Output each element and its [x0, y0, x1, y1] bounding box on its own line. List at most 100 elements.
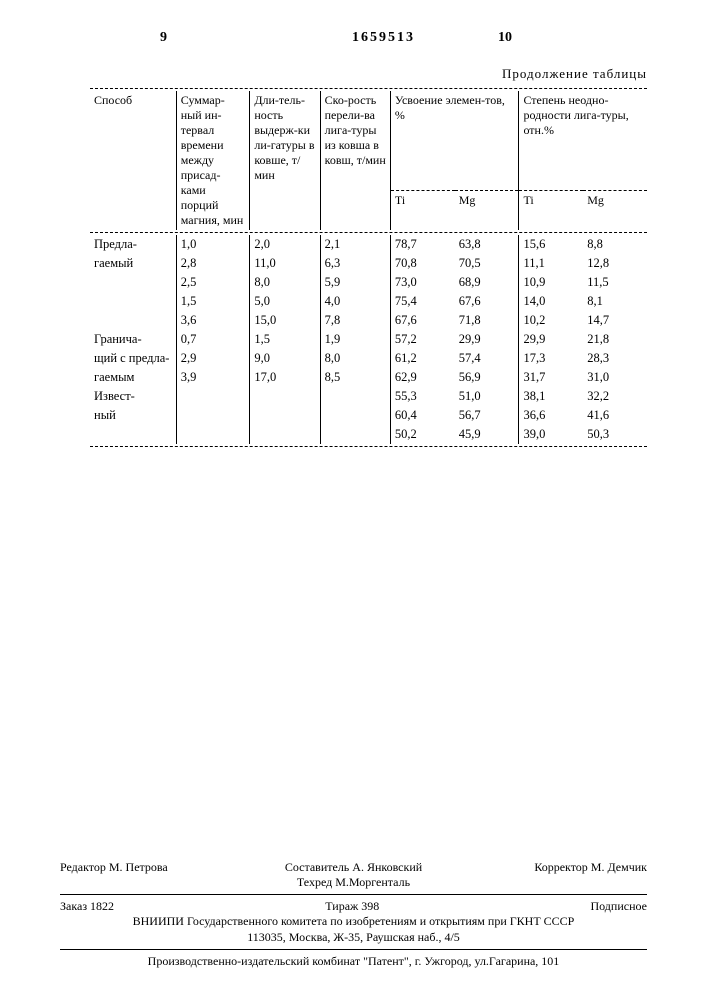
org-line1: ВНИИПИ Государственного комитета по изоб…	[60, 914, 647, 930]
table-cell: 41,6	[583, 406, 647, 425]
table-row: 1,55,04,075,467,614,08,1	[90, 292, 647, 311]
table-cell: 55,3	[390, 387, 454, 406]
data-table: Способ Суммар-ный ин-тервал времени межд…	[90, 91, 647, 449]
table-row: Гранича-0,71,51,957,229,929,921,8	[90, 330, 647, 349]
table-cell: 5,0	[250, 292, 320, 311]
table-cell: 61,2	[390, 349, 454, 368]
col-subheader: Ti	[390, 191, 454, 230]
table-cell: 11,0	[250, 254, 320, 273]
org-line2: 113035, Москва, Ж-35, Раушская наб., 4/5	[60, 930, 647, 946]
table-cell: 70,5	[455, 254, 519, 273]
table-cell: 9,0	[250, 349, 320, 368]
table-cell: 8,8	[583, 235, 647, 254]
col-header-group: Степень неодно-родности лига-туры, отн.%	[519, 91, 647, 191]
table-cell: 1,5	[176, 292, 250, 311]
table-cell: 45,9	[455, 425, 519, 444]
table-row: гаемый2,811,06,370,870,511,112,8	[90, 254, 647, 273]
table-cell	[176, 406, 250, 425]
table-row: 2,58,05,973,068,910,911,5	[90, 273, 647, 292]
table-cell	[176, 387, 250, 406]
table-cell: 50,2	[390, 425, 454, 444]
table-row: 50,245,939,050,3	[90, 425, 647, 444]
row-label	[90, 425, 176, 444]
table-cell: 5,9	[320, 273, 390, 292]
row-label: гаемый	[90, 254, 176, 273]
table-cell: 1,0	[176, 235, 250, 254]
col-header-group: Усвоение элемен-тов, %	[390, 91, 519, 191]
table-cell: 67,6	[390, 311, 454, 330]
table-cell: 71,8	[455, 311, 519, 330]
page-footer: Редактор М. Петрова Составитель А. Янков…	[60, 860, 647, 970]
table-cell: 3,6	[176, 311, 250, 330]
table-cell: 56,7	[455, 406, 519, 425]
row-label: ный	[90, 406, 176, 425]
row-label	[90, 273, 176, 292]
table-cell: 2,0	[250, 235, 320, 254]
table-cell: 11,1	[519, 254, 583, 273]
table-cell: 67,6	[455, 292, 519, 311]
table-cell: 29,9	[519, 330, 583, 349]
table-cell: 21,8	[583, 330, 647, 349]
table-cell: 7,8	[320, 311, 390, 330]
table-cell: 28,3	[583, 349, 647, 368]
table-cell: 2,5	[176, 273, 250, 292]
table-cell: 38,1	[519, 387, 583, 406]
editor-credit: Редактор М. Петрова	[60, 860, 256, 890]
table-cell: 51,0	[455, 387, 519, 406]
table-row: щий с предла-2,99,08,061,257,417,328,3	[90, 349, 647, 368]
table-cell: 17,3	[519, 349, 583, 368]
table-cell: 1,9	[320, 330, 390, 349]
row-label	[90, 311, 176, 330]
table-cell: 8,0	[320, 349, 390, 368]
table-row: 3,615,07,867,671,810,214,7	[90, 311, 647, 330]
table-cell: 10,9	[519, 273, 583, 292]
divider	[90, 88, 647, 89]
col-subheader: Mg	[455, 191, 519, 230]
table-cell: 70,8	[390, 254, 454, 273]
table-cell	[250, 406, 320, 425]
corrector-credit: Корректор М. Демчик	[451, 860, 647, 890]
table-cell: 0,7	[176, 330, 250, 349]
table-caption: Продолжение таблицы	[90, 66, 647, 82]
table-cell: 29,9	[455, 330, 519, 349]
table-cell: 57,2	[390, 330, 454, 349]
table-cell: 10,2	[519, 311, 583, 330]
row-label: Гранича-	[90, 330, 176, 349]
table-row: ный 60,456,736,641,6	[90, 406, 647, 425]
table-cell	[320, 406, 390, 425]
table-cell: 68,9	[455, 273, 519, 292]
table-row: Предла-1,02,02,178,763,815,68,8	[90, 235, 647, 254]
col-header: Ско-рость перели-ва лига-туры из ковша в…	[320, 91, 390, 230]
table-cell: 60,4	[390, 406, 454, 425]
table-cell	[320, 425, 390, 444]
row-label: щий с предла-	[90, 349, 176, 368]
table-row: гаемым3,917,08,562,956,931,731,0	[90, 368, 647, 387]
table-cell: 8,5	[320, 368, 390, 387]
table-cell: 56,9	[455, 368, 519, 387]
table-cell	[250, 387, 320, 406]
table-cell: 62,9	[390, 368, 454, 387]
table-cell	[250, 425, 320, 444]
row-label: гаемым	[90, 368, 176, 387]
table-cell: 32,2	[583, 387, 647, 406]
table-cell: 36,6	[519, 406, 583, 425]
table-cell: 1,5	[250, 330, 320, 349]
table-cell: 50,3	[583, 425, 647, 444]
table-cell: 2,8	[176, 254, 250, 273]
col-subheader: Mg	[583, 191, 647, 230]
table-cell: 63,8	[455, 235, 519, 254]
table-cell	[320, 387, 390, 406]
table-cell: 3,9	[176, 368, 250, 387]
page-number-left: 9	[90, 30, 309, 46]
table-cell: 31,0	[583, 368, 647, 387]
table-cell: 78,7	[390, 235, 454, 254]
row-label: Извест-	[90, 387, 176, 406]
page-number-right: 10	[458, 30, 647, 46]
table-cell: 75,4	[390, 292, 454, 311]
col-header: Способ	[90, 91, 176, 230]
order-number: Заказ 1822	[60, 899, 114, 914]
table-cell: 8,1	[583, 292, 647, 311]
printer-line: Производственно-издательский комбинат "П…	[60, 954, 647, 970]
table-cell: 6,3	[320, 254, 390, 273]
table-cell: 11,5	[583, 273, 647, 292]
